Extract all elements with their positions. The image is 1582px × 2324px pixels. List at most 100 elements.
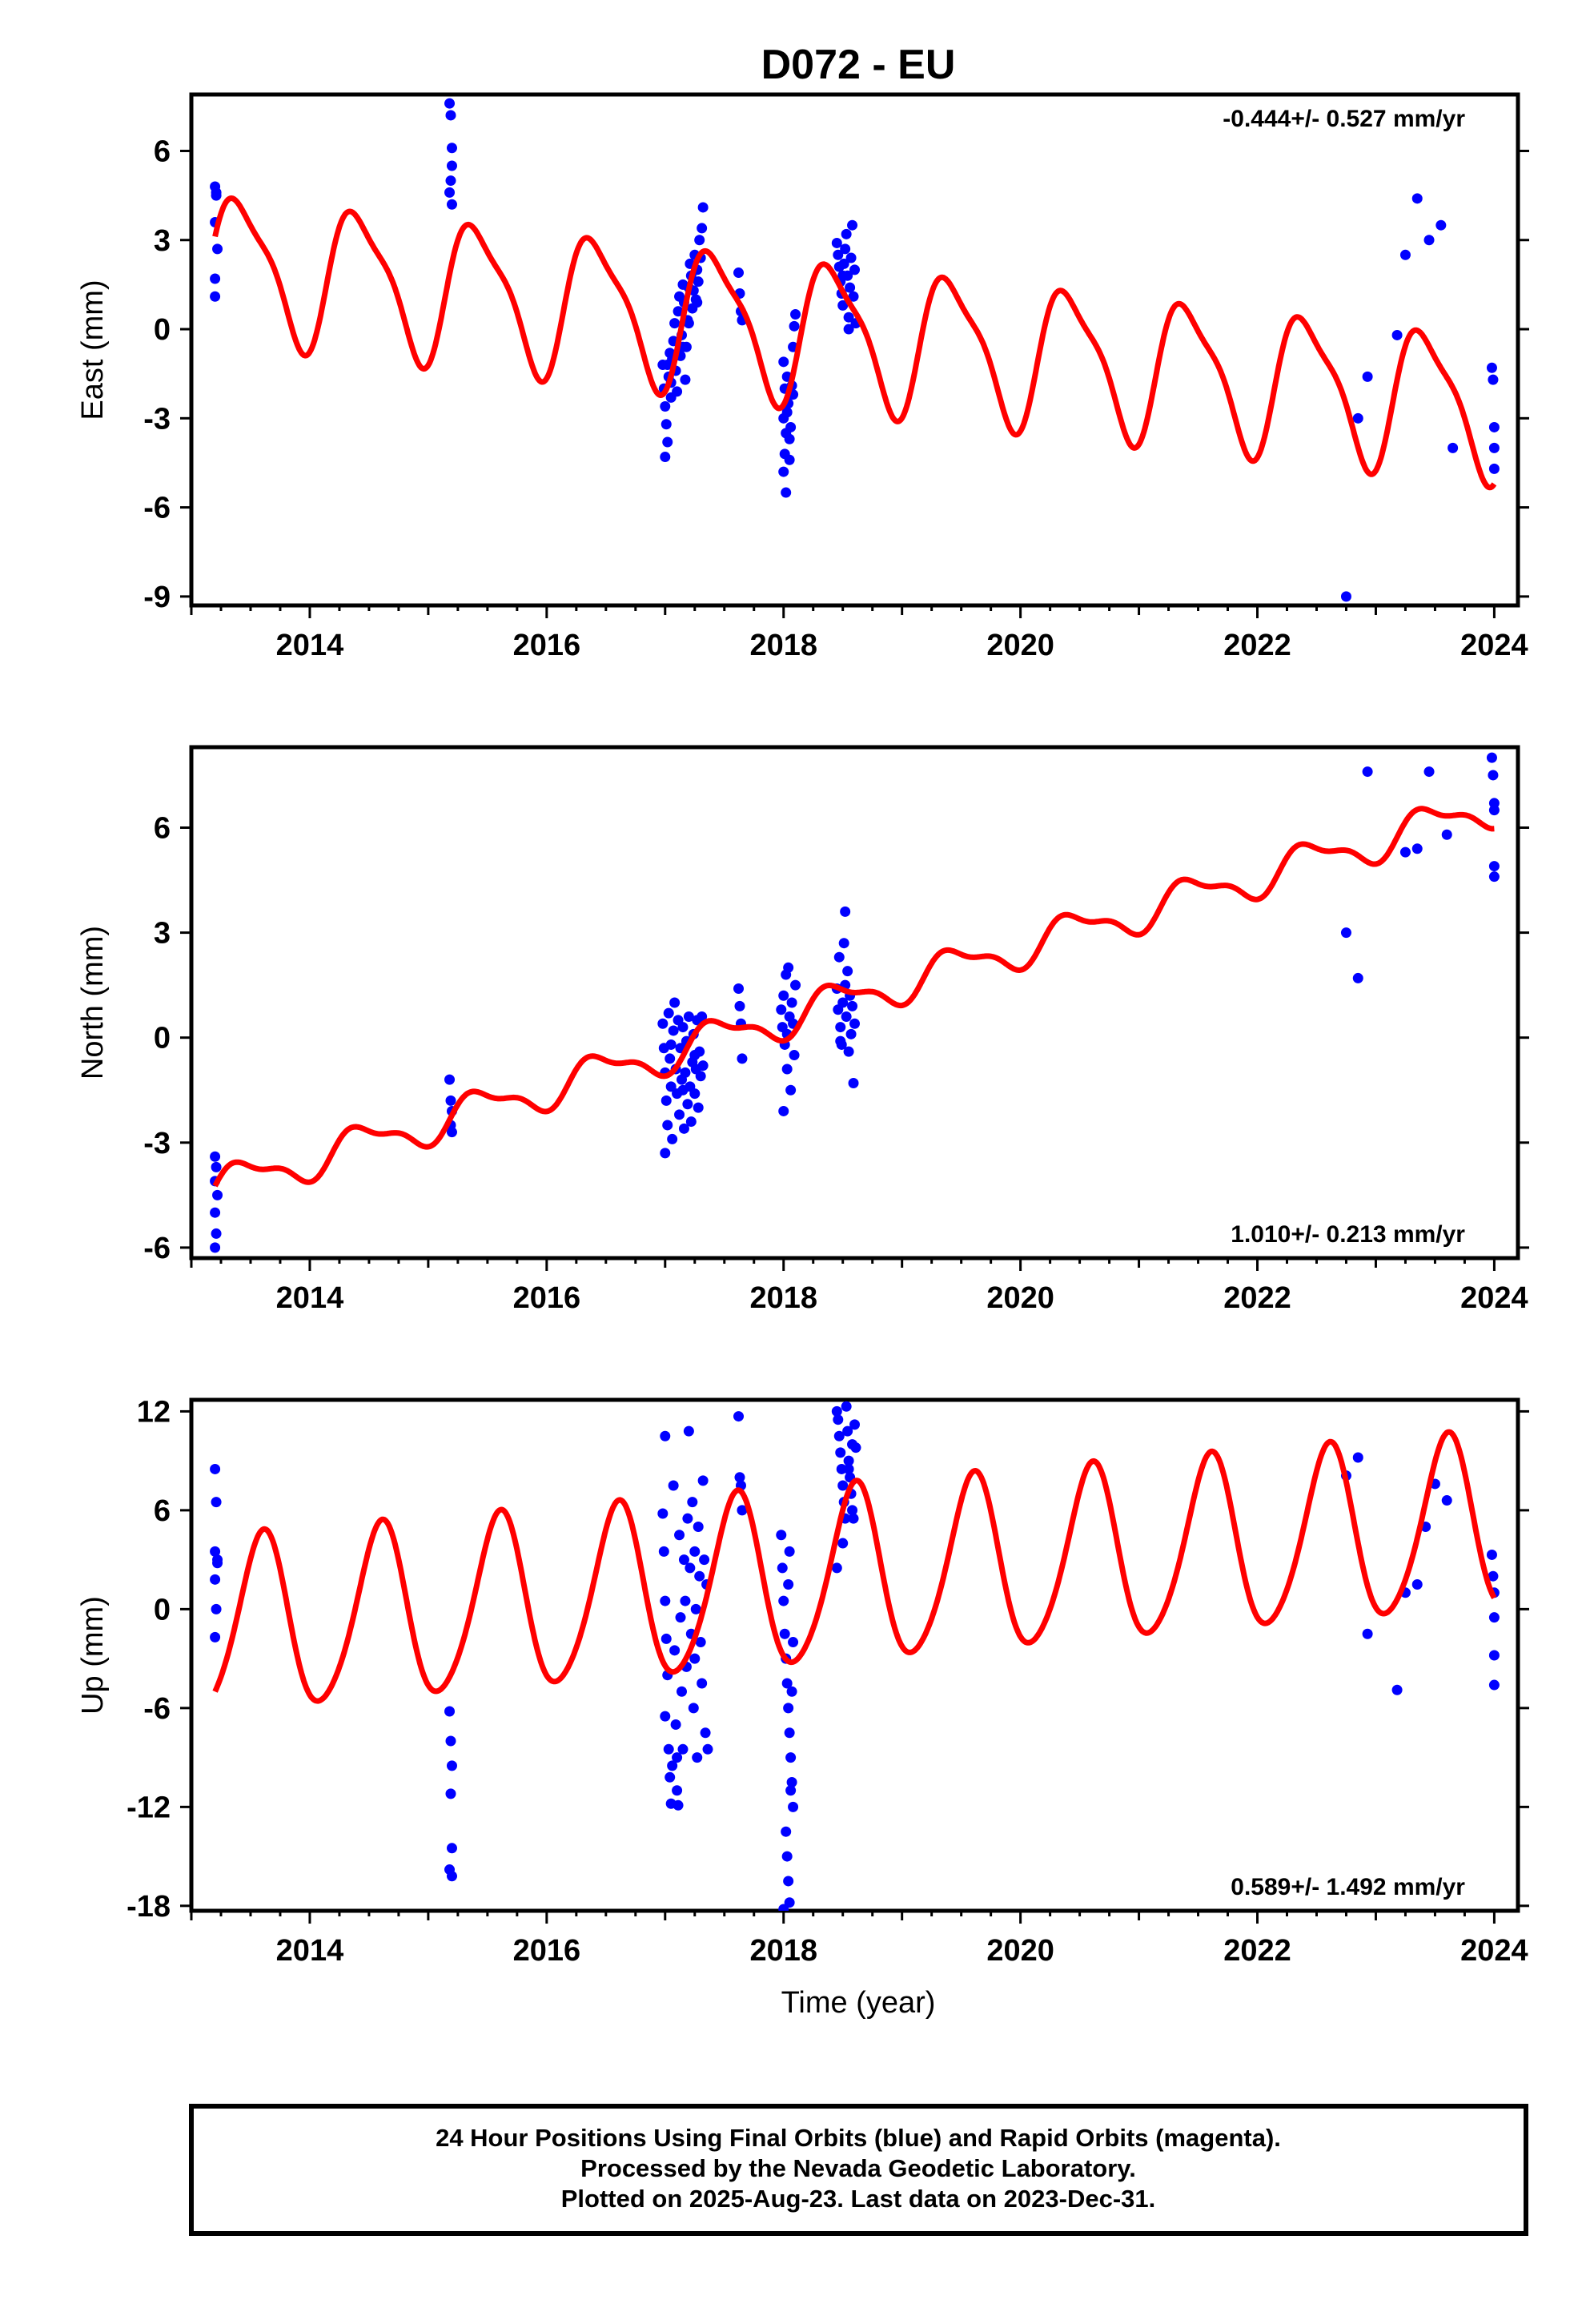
data-point <box>1488 421 1500 432</box>
data-point <box>446 143 457 154</box>
data-point <box>1488 861 1500 872</box>
data-point <box>776 1004 787 1015</box>
data-point <box>689 1088 701 1100</box>
data-point <box>689 1546 701 1557</box>
data-point <box>788 1637 799 1648</box>
data-point <box>446 1127 457 1138</box>
data-point <box>1447 442 1459 453</box>
data-point <box>1352 972 1363 983</box>
data-point <box>845 252 857 263</box>
x-tick-label: 2014 <box>276 629 344 662</box>
data-point <box>835 1447 846 1458</box>
data-point <box>699 1554 710 1566</box>
data-point <box>694 235 705 246</box>
data-point <box>843 1046 854 1057</box>
data-point <box>1340 927 1351 939</box>
data-point <box>1441 829 1452 840</box>
data-point <box>837 270 849 281</box>
x-tick-label: 2016 <box>513 1934 581 1968</box>
data-point <box>685 1116 697 1128</box>
data-point <box>210 1631 221 1642</box>
data-point <box>672 1785 683 1796</box>
data-point <box>210 273 221 284</box>
data-point <box>785 421 797 432</box>
data-point <box>1486 1549 1497 1560</box>
data-point <box>842 1425 853 1437</box>
data-point <box>841 1401 852 1412</box>
footer-box <box>189 2104 1528 2236</box>
data-point <box>669 318 681 329</box>
x-tick-label: 2016 <box>513 629 581 662</box>
data-point <box>1488 1679 1500 1691</box>
chart-title: D072 - EU <box>761 42 956 88</box>
model-curve <box>212 195 1497 491</box>
data-point <box>669 1645 681 1656</box>
y-tick-label: -6 <box>143 1692 171 1726</box>
data-point <box>837 300 849 311</box>
data-point <box>786 1686 797 1697</box>
data-point <box>680 1067 691 1078</box>
data-point <box>1435 219 1447 231</box>
data-point <box>833 1430 845 1441</box>
y-axis-label: East (mm) <box>76 279 110 420</box>
data-point <box>687 1497 698 1508</box>
panel-3: 2014 2016 2018 2020 2022 2024 12 6 0 -6 -12 -18 Up (… <box>76 1395 1529 1968</box>
data-point <box>843 312 854 323</box>
data-point <box>778 1105 789 1116</box>
x-tick-label: 2018 <box>749 629 817 662</box>
data-point <box>211 187 222 198</box>
y-tick-label: 0 <box>154 1593 171 1626</box>
data-point <box>660 400 671 412</box>
data-point <box>790 308 801 320</box>
data-point <box>683 1011 694 1022</box>
y-axis-label: North (mm) <box>76 926 110 1080</box>
data-point <box>1488 770 1499 781</box>
data-point <box>697 223 708 234</box>
data-point <box>665 1081 677 1092</box>
data-point <box>444 98 456 109</box>
plot-area <box>210 1401 1500 1911</box>
y-tick-label: 3 <box>154 917 171 951</box>
data-point <box>445 175 456 187</box>
y-tick-label: 0 <box>154 1022 171 1055</box>
data-point <box>781 1678 793 1689</box>
data-point <box>831 1405 842 1417</box>
x-tick-label: 2022 <box>1223 1281 1291 1315</box>
data-point <box>1362 1628 1373 1639</box>
data-point <box>677 1084 689 1096</box>
data-point <box>733 1411 745 1422</box>
data-point <box>682 1099 693 1110</box>
data-point <box>1423 766 1435 778</box>
data-point <box>690 1603 701 1614</box>
data-point <box>663 1007 674 1019</box>
data-point <box>446 160 457 171</box>
x-tick-label: 2022 <box>1223 629 1291 662</box>
data-point <box>662 1120 673 1131</box>
data-point <box>1488 1650 1500 1661</box>
data-point <box>778 1595 789 1606</box>
y-tick-label: 0 <box>154 313 171 347</box>
data-point <box>693 1102 704 1113</box>
data-point <box>660 1711 671 1722</box>
data-point <box>669 997 681 1008</box>
x-tick-label: 2022 <box>1223 1934 1291 1968</box>
data-point <box>211 1603 222 1614</box>
data-point <box>848 291 859 302</box>
data-point <box>667 1133 678 1144</box>
data-point <box>833 951 845 963</box>
data-point <box>1423 235 1435 246</box>
y-axis-label: Up (mm) <box>76 1596 110 1715</box>
data-point <box>1488 374 1499 385</box>
plot-frame <box>189 1397 1520 1913</box>
data-point <box>210 1574 221 1585</box>
data-point <box>847 1439 858 1450</box>
plot-frame <box>189 745 1520 1261</box>
data-point <box>660 452 671 463</box>
model-curve <box>212 1429 1497 1704</box>
data-point <box>661 1095 672 1106</box>
data-point <box>444 187 456 198</box>
data-point <box>785 1785 797 1796</box>
x-tick-label: 2014 <box>276 1934 344 1968</box>
data-point <box>657 1018 669 1029</box>
data-point <box>693 1521 704 1532</box>
